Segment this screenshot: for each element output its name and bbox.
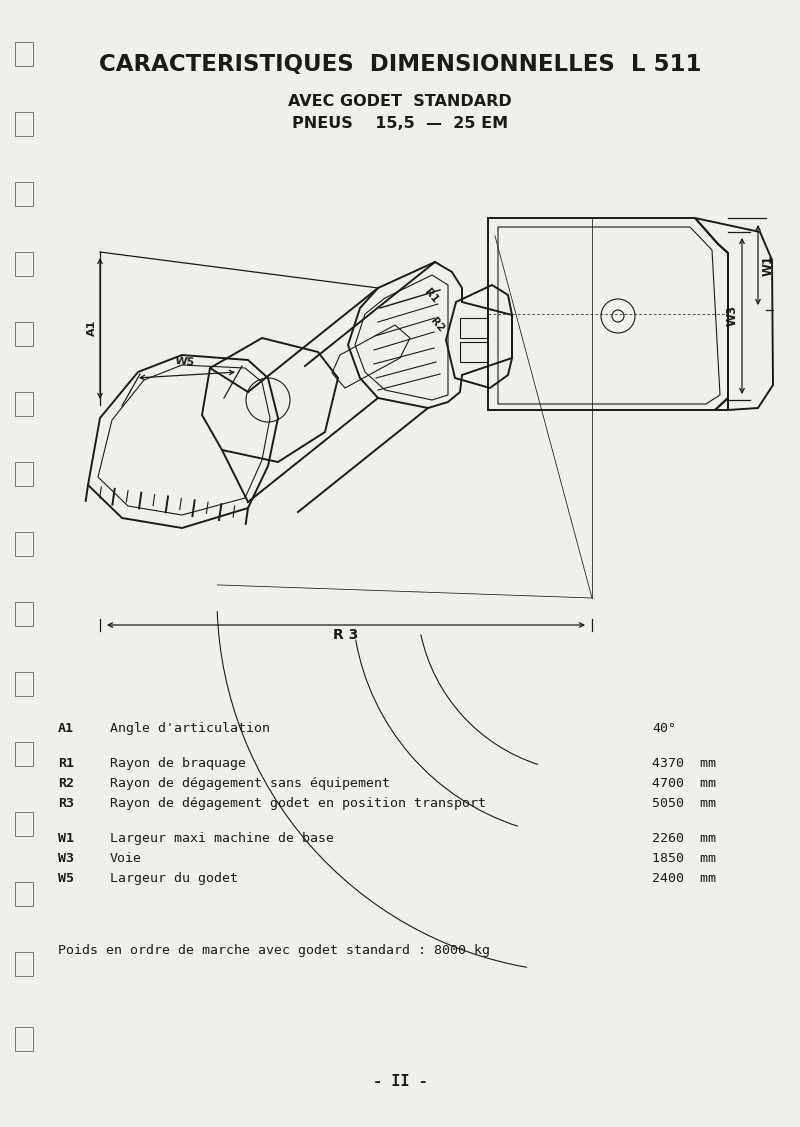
Text: R1: R1 — [422, 287, 439, 305]
Text: AVEC GODET  STANDARD: AVEC GODET STANDARD — [288, 95, 512, 109]
Text: Largeur du godet: Largeur du godet — [110, 872, 238, 885]
Text: Angle d'articulation: Angle d'articulation — [110, 722, 270, 735]
Bar — [15, 462, 33, 486]
Bar — [15, 742, 33, 766]
Text: Voie: Voie — [110, 852, 142, 866]
Text: W1: W1 — [58, 832, 74, 845]
Text: Poids en ordre de marche avec godet standard : 8000 kg: Poids en ordre de marche avec godet stan… — [58, 944, 490, 957]
Text: 2260  mm: 2260 mm — [652, 832, 716, 845]
Bar — [460, 318, 488, 338]
Text: CARACTERISTIQUES  DIMENSIONNELLES  L 511: CARACTERISTIQUES DIMENSIONNELLES L 511 — [98, 53, 702, 77]
Bar — [460, 341, 488, 362]
Bar — [15, 42, 33, 66]
Text: Rayon de dégagement godet en position transport: Rayon de dégagement godet en position tr… — [110, 797, 486, 810]
Text: W5: W5 — [174, 356, 195, 367]
Text: A1: A1 — [87, 320, 97, 336]
Text: - II -: - II - — [373, 1074, 427, 1090]
Text: 4370  mm: 4370 mm — [652, 757, 716, 770]
Bar — [15, 882, 33, 906]
Text: Rayon de dégagement sans équipement: Rayon de dégagement sans équipement — [110, 777, 390, 790]
Text: A1: A1 — [58, 722, 74, 735]
Bar — [15, 322, 33, 346]
Text: R 3: R 3 — [334, 628, 358, 642]
Text: R1: R1 — [58, 757, 74, 770]
Bar — [15, 181, 33, 206]
Text: W5: W5 — [58, 872, 74, 885]
Bar — [15, 952, 33, 976]
Text: 5050  mm: 5050 mm — [652, 797, 716, 810]
Text: W3: W3 — [726, 304, 738, 326]
Text: 4700  mm: 4700 mm — [652, 777, 716, 790]
Text: R2: R2 — [58, 777, 74, 790]
Text: Largeur maxi machine de base: Largeur maxi machine de base — [110, 832, 334, 845]
Bar — [15, 602, 33, 625]
Text: R2: R2 — [428, 316, 446, 334]
Bar — [15, 1027, 33, 1051]
Bar — [15, 252, 33, 276]
Text: W3: W3 — [58, 852, 74, 866]
Text: 2400  mm: 2400 mm — [652, 872, 716, 885]
Bar — [15, 112, 33, 136]
Text: 1850  mm: 1850 mm — [652, 852, 716, 866]
Text: PNEUS    15,5  —  25 EM: PNEUS 15,5 — 25 EM — [292, 116, 508, 132]
Text: R3: R3 — [58, 797, 74, 810]
Bar — [15, 811, 33, 836]
Bar — [15, 532, 33, 556]
Bar — [15, 672, 33, 696]
Text: W1: W1 — [762, 255, 774, 276]
Bar — [15, 392, 33, 416]
Text: Rayon de braquage: Rayon de braquage — [110, 757, 246, 770]
Text: 40°: 40° — [652, 722, 676, 735]
